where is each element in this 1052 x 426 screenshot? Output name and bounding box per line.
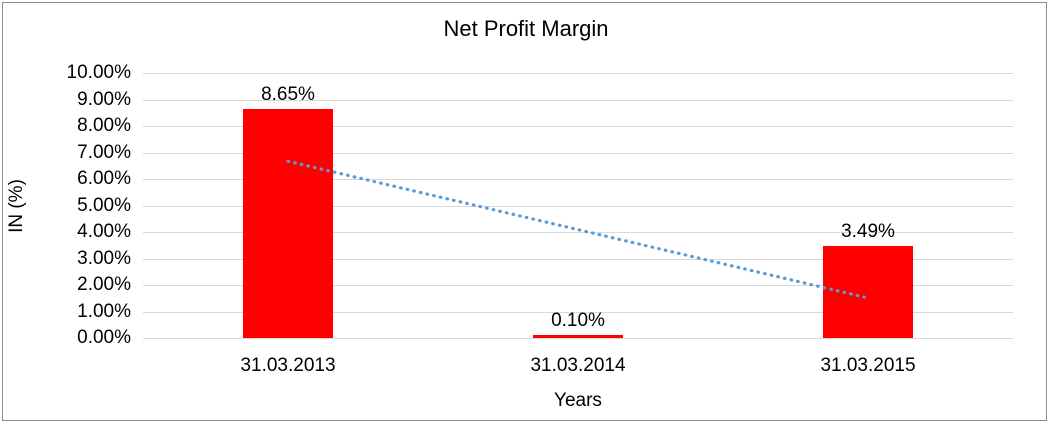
x-axis-tick-label: 31.03.2014 [530,355,626,376]
gridline [143,338,1013,339]
y-axis-tick-label: 9.00% [77,88,131,110]
y-axis-tick-label: 8.00% [77,115,131,136]
bar-31.03.2015 [823,246,913,338]
y-axis-tick-label: 2.00% [77,274,131,295]
gridline [143,99,1013,101]
y-axis-tick-label: 1.00% [77,300,131,322]
bar-value-label: 8.65% [261,84,315,105]
y-axis-tick-label: 3.00% [77,247,131,269]
gridline [143,152,1013,154]
x-axis-title: Years [554,390,602,411]
y-axis-tick-label: 6.00% [77,168,131,189]
y-axis-tick-label: 10.00% [66,62,131,83]
x-axis-tick-label: 31.03.2015 [820,355,916,376]
gridline [143,311,1013,313]
y-axis-tick-label: 5.00% [77,194,131,216]
chart-title: Net Profit Margin [443,16,609,41]
y-axis-tick-label: 7.00% [77,141,131,163]
gridline [143,73,1013,74]
bar-value-label: 0.10% [551,310,605,331]
gridline [143,126,1013,127]
bar-31.03.2014 [533,335,623,338]
bar-31.03.2013 [243,109,333,338]
x-axis-tick-label: 31.03.2013 [240,355,336,376]
y-axis-tick-label: 4.00% [77,221,131,242]
y-axis-title: IN (%) [6,179,27,233]
y-axis-tick-label: 0.00% [77,327,131,348]
bar-value-label: 3.49% [841,221,895,242]
